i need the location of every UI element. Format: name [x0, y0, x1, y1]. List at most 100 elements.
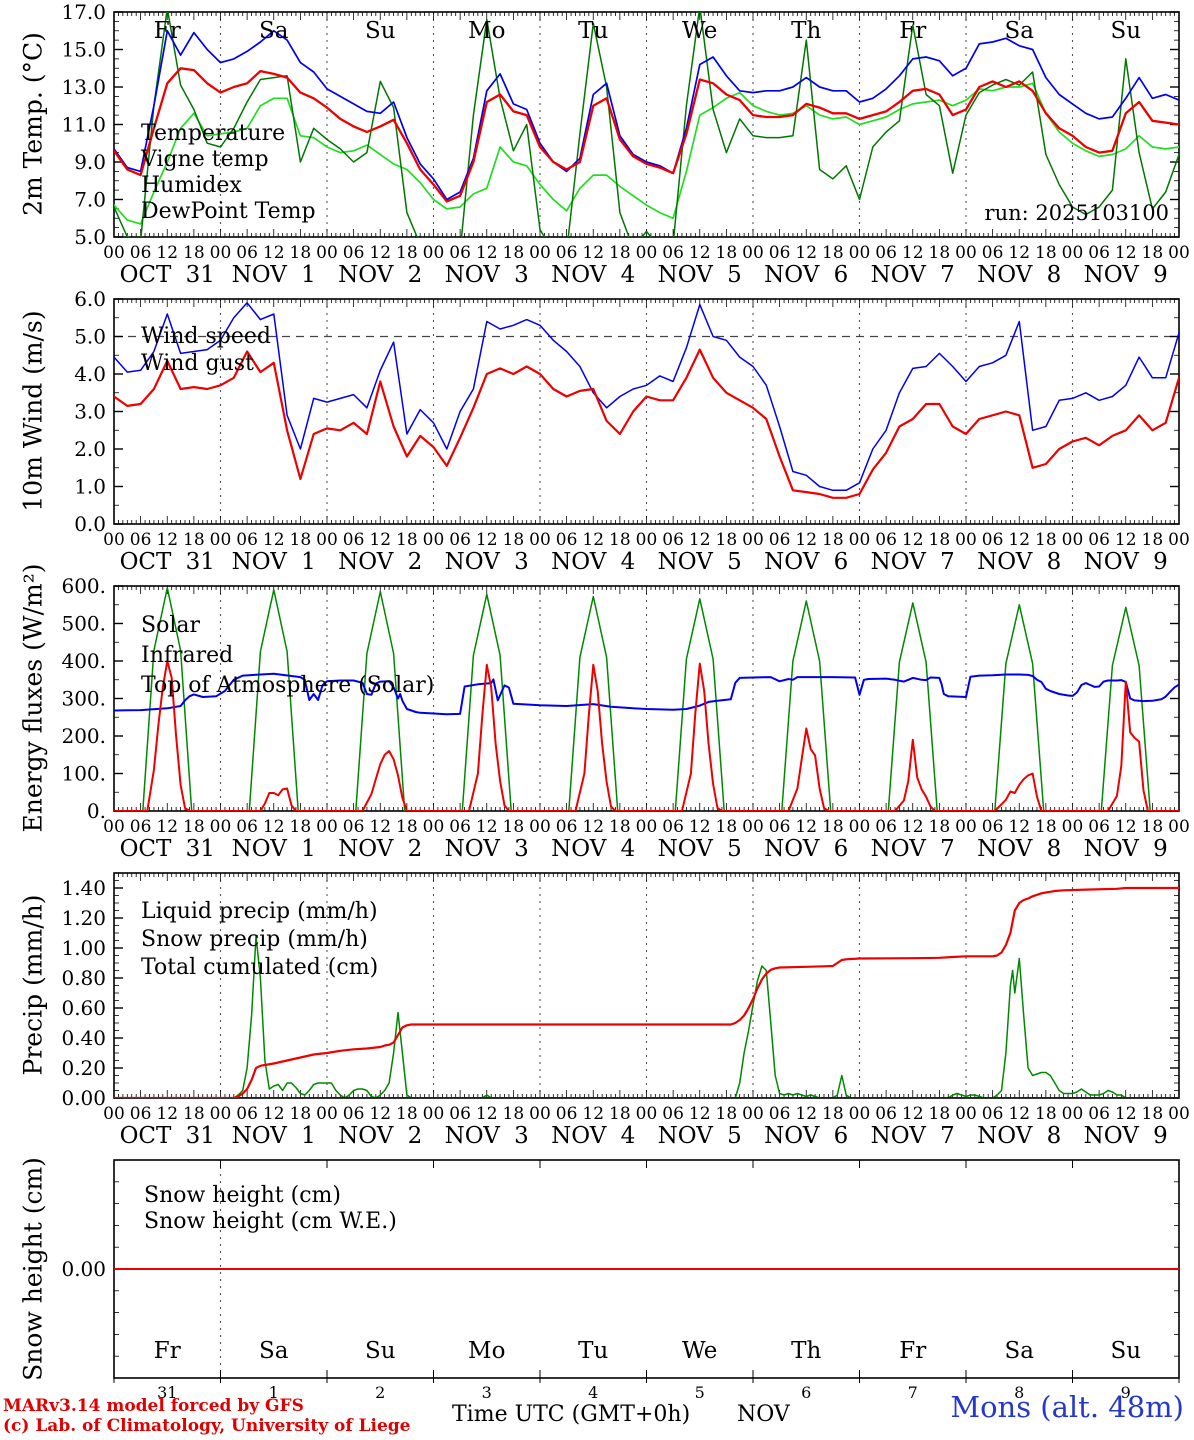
hour-tick-label: 12: [582, 817, 604, 837]
day-number: 31: [157, 1383, 177, 1402]
hour-tick-label: 00: [529, 530, 551, 550]
ytick-energy-fluxes: 600.: [61, 574, 106, 598]
hour-tick-label: 06: [130, 817, 152, 837]
hour-tick-label: 00: [210, 530, 232, 550]
hour-tick-label: 18: [183, 243, 205, 263]
credits: MARv3.14 model forced by GFS (c) Lab. of…: [3, 1396, 411, 1436]
series-DewPoint Temp: [114, 82, 1179, 225]
hour-tick-label: 06: [982, 530, 1004, 550]
ytick-wind: 5.0: [74, 325, 106, 349]
hour-tick-label: 12: [369, 530, 391, 550]
series-Wind speed: [114, 348, 1179, 499]
hour-tick-label: 12: [369, 1104, 391, 1124]
legend-energy-fluxes-0: Solar: [141, 613, 200, 638]
ytick-wind: 0.0: [74, 512, 106, 536]
hour-tick-label: 06: [556, 530, 578, 550]
legend-snow-height-1: Snow height (cm W.E.): [144, 1209, 397, 1234]
hour-tick-label: 18: [1035, 817, 1057, 837]
ytick-energy-fluxes: 500.: [61, 612, 106, 636]
hour-tick-label: 00: [316, 1104, 338, 1124]
date-label: OCT 31: [120, 836, 215, 862]
hour-tick-label: 06: [662, 530, 684, 550]
hour-tick-label: 18: [396, 817, 418, 837]
hour-tick-label: 06: [449, 530, 471, 550]
ytick-wind: 4.0: [74, 362, 106, 386]
hour-tick-label: 12: [689, 243, 711, 263]
temp-axis-label: 2m Temp. (°C): [18, 32, 48, 216]
hour-tick-label: 18: [929, 817, 951, 837]
hour-tick-label: 06: [130, 530, 152, 550]
hour-tick-label: 06: [236, 530, 258, 550]
hour-tick-label: 00: [210, 243, 232, 263]
panel-snow-height: 0.00 Snow height (cm)Snow height (cm W.E.…: [61, 1159, 1180, 1402]
hour-tick-label: 18: [290, 817, 312, 837]
hour-tick-label: 18: [1035, 243, 1057, 263]
hour-tick-label: 06: [556, 817, 578, 837]
hour-tick-label: 12: [156, 530, 178, 550]
date-label: NOV 3: [445, 836, 529, 862]
hour-tick-label: 06: [449, 243, 471, 263]
hour-tick-label: 12: [902, 1104, 924, 1124]
ytick-precip: 1.00: [61, 936, 106, 960]
date-label: NOV 4: [551, 549, 635, 575]
hour-tick-label: 12: [582, 243, 604, 263]
hour-tick-label: 06: [236, 1104, 258, 1124]
date-label: NOV 9: [1084, 262, 1168, 288]
day-label: We: [682, 18, 717, 44]
series-Humidex: [114, 29, 1179, 201]
date-label: NOV 8: [977, 836, 1061, 862]
hour-tick-label: 00: [210, 1104, 232, 1124]
ytick-temperature: 5.0: [74, 225, 106, 249]
legend-energy-fluxes-2: Top of Atmosphere (Solar): [141, 673, 434, 698]
hour-tick-label: 18: [183, 1104, 205, 1124]
hour-tick-label: 12: [795, 243, 817, 263]
hour-tick-label: 18: [1035, 1104, 1057, 1124]
hour-tick-label: 06: [1088, 817, 1110, 837]
legend-precip-0: Liquid precip (mm/h): [141, 899, 378, 924]
hour-tick-label: 06: [236, 817, 258, 837]
legend-temperature-0: Temperature: [141, 121, 285, 146]
hour-tick-label: 00: [1168, 1104, 1190, 1124]
date-label: NOV 3: [445, 1123, 529, 1149]
hour-tick-label: 18: [503, 817, 525, 837]
hour-tick-label: 06: [449, 1104, 471, 1124]
hour-tick-label: 06: [662, 817, 684, 837]
day-number: 4: [588, 1383, 598, 1402]
hour-tick-label: 00: [103, 817, 125, 837]
day-label: Su: [1110, 1338, 1141, 1364]
series-Infrared: [114, 672, 1179, 716]
ytick-wind: 1.0: [74, 475, 106, 499]
ytick-temperature: 9.0: [74, 150, 106, 174]
hour-tick-label: 18: [609, 530, 631, 550]
ytick-precip: 0.40: [61, 1026, 106, 1050]
hour-tick-label: 00: [849, 530, 871, 550]
day-label: Fr: [154, 18, 181, 44]
day-label: Th: [791, 1338, 821, 1364]
hour-tick-label: 06: [769, 530, 791, 550]
date-label: NOV 4: [551, 1123, 635, 1149]
hour-tick-label: 18: [396, 243, 418, 263]
hour-tick-label: 18: [1035, 530, 1057, 550]
hour-tick-label: 00: [636, 817, 658, 837]
hour-tick-label: 18: [716, 1104, 738, 1124]
panel-energy-fluxes: 0. 100. 200. 300. 400. 500. 600. Solar Infrared T…: [61, 574, 1189, 862]
date-label: NOV 2: [338, 262, 422, 288]
day-label: Th: [791, 18, 821, 44]
date-label: NOV 1: [232, 836, 316, 862]
ytick-energy-fluxes: 400.: [61, 649, 106, 673]
hour-tick-label: 00: [636, 530, 658, 550]
hour-tick-label: 18: [609, 243, 631, 263]
ytick-wind: 6.0: [74, 287, 106, 311]
hour-tick-label: 12: [1008, 530, 1030, 550]
hour-tick-label: 00: [103, 1104, 125, 1124]
date-label: NOV 6: [764, 262, 848, 288]
hour-tick-label: 18: [396, 530, 418, 550]
hour-tick-label: 18: [1142, 1104, 1164, 1124]
date-label: NOV 8: [977, 262, 1061, 288]
date-label: NOV 5: [658, 836, 742, 862]
hour-tick-label: 00: [955, 243, 977, 263]
date-label: NOV 1: [232, 549, 316, 575]
ytick-wind: 3.0: [74, 400, 106, 424]
hour-tick-label: 06: [343, 243, 365, 263]
hour-tick-label: 06: [875, 530, 897, 550]
